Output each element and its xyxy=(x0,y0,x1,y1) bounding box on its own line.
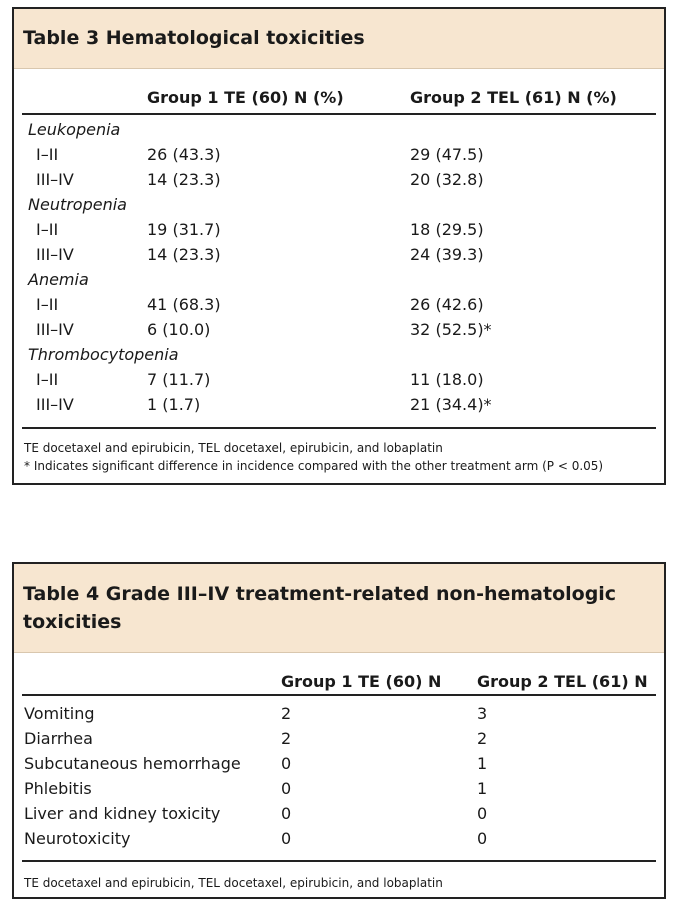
column-header: Group 2 TEL (61) N xyxy=(477,672,648,691)
cell: 3 xyxy=(477,704,488,723)
header-rule xyxy=(22,694,656,696)
section-label: Thrombocytopenia xyxy=(28,345,179,364)
title-band xyxy=(14,564,664,653)
cell: 11 (18.0) xyxy=(410,370,484,389)
title-band xyxy=(14,9,664,69)
cell: 41 (68.3) xyxy=(147,295,221,314)
cell: 1 (1.7) xyxy=(147,395,201,414)
cell: 0 xyxy=(281,779,292,798)
table-title: Table 3 Hematological toxicities xyxy=(23,27,365,49)
header-rule xyxy=(22,113,656,115)
column-header: Group 1 TE (60) N (%) xyxy=(147,88,344,107)
cell: 2 xyxy=(281,729,292,748)
column-header: Group 1 TE (60) N xyxy=(281,672,442,691)
cell: 1 xyxy=(477,754,488,773)
section-label: Anemia xyxy=(28,270,89,289)
footnote: TE docetaxel and epirubicin, TEL docetax… xyxy=(24,876,443,890)
cell: 14 (23.3) xyxy=(147,245,221,264)
row-label: Phlebitis xyxy=(24,779,92,798)
cell: 6 (10.0) xyxy=(147,320,211,339)
row-label: I–II xyxy=(36,370,59,389)
cell: 21 (34.4)* xyxy=(410,395,492,414)
row-label: Neurotoxicity xyxy=(24,829,131,848)
footnote: * Indicates significant difference in in… xyxy=(24,459,604,473)
table-box: Table 4 Grade III–IV treatment-related n… xyxy=(12,562,666,899)
cell: 24 (39.3) xyxy=(410,245,484,264)
cell: 1 xyxy=(477,779,488,798)
cell: 7 (11.7) xyxy=(147,370,211,389)
footer-rule xyxy=(22,427,656,429)
row-label: III–IV xyxy=(36,170,74,189)
cell: 0 xyxy=(281,829,292,848)
cell: 2 xyxy=(281,704,292,723)
section-label: Leukopenia xyxy=(28,120,121,139)
row-label: Liver and kidney toxicity xyxy=(24,804,221,823)
cell: 0 xyxy=(477,804,488,823)
cell: 14 (23.3) xyxy=(147,170,221,189)
cell: 0 xyxy=(281,754,292,773)
row-label: Diarrhea xyxy=(24,729,93,748)
cell: 19 (31.7) xyxy=(147,220,221,239)
row-label: I–II xyxy=(36,145,59,164)
row-label: Vomiting xyxy=(24,704,95,723)
cell: 18 (29.5) xyxy=(410,220,484,239)
footnote: TE docetaxel and epirubicin, TEL docetax… xyxy=(24,441,443,455)
table-box: Table 3 Hematological toxicities Group 1 … xyxy=(12,7,666,485)
column-header: Group 2 TEL (61) N (%) xyxy=(410,88,617,107)
row-label: Subcutaneous hemorrhage xyxy=(24,754,241,773)
cell: 20 (32.8) xyxy=(410,170,484,189)
table-title: Table 4 Grade III–IV treatment-related n… xyxy=(23,583,617,633)
row-label: III–IV xyxy=(36,245,74,264)
section-label: Neutropenia xyxy=(28,195,127,214)
cell: 26 (42.6) xyxy=(410,295,484,314)
cell: 0 xyxy=(281,804,292,823)
cell: 0 xyxy=(477,829,488,848)
row-label: I–II xyxy=(36,295,59,314)
cell: 2 xyxy=(477,729,488,748)
cell: 29 (47.5) xyxy=(410,145,484,164)
footer-rule xyxy=(22,860,656,862)
cell: 32 (52.5)* xyxy=(410,320,492,339)
row-label: III–IV xyxy=(36,320,74,339)
row-label: I–II xyxy=(36,220,59,239)
row-label: III–IV xyxy=(36,395,74,414)
cell: 26 (43.3) xyxy=(147,145,221,164)
